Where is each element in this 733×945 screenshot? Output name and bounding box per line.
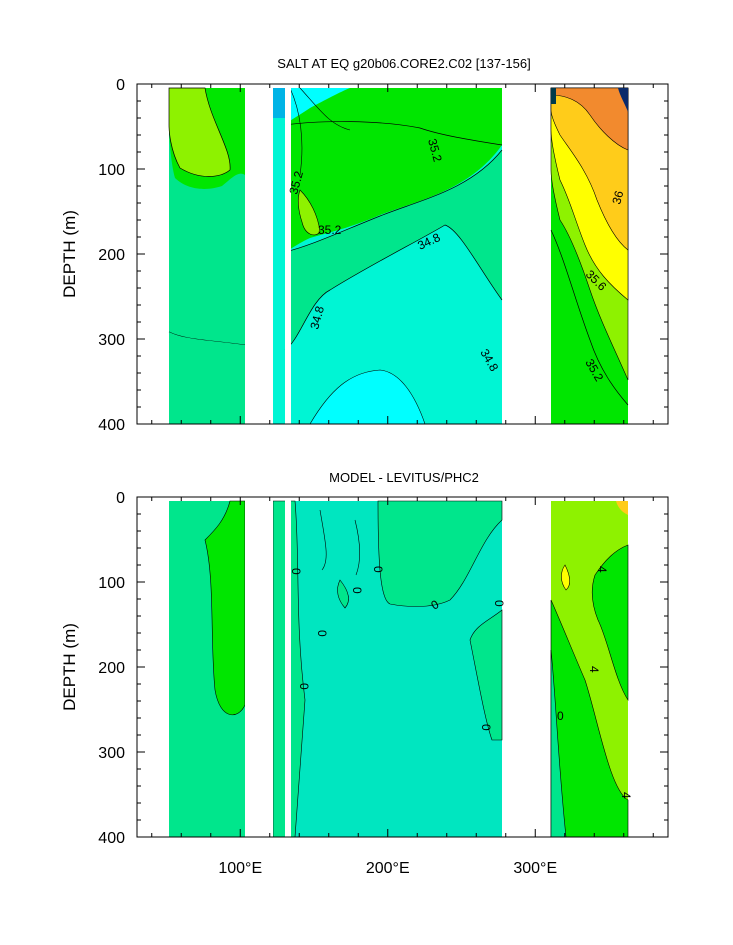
contour-label: 0 (557, 709, 564, 723)
gap-indonesia (252, 497, 273, 837)
contour-label: 0 (492, 600, 506, 607)
gap-west (245, 84, 252, 424)
salt-panel: SALT AT EQ g20b06.CORE2.C02 [137-156] (60, 56, 669, 434)
y-tick-label: 400 (98, 417, 125, 434)
pacific-fresh-pool (285, 88, 350, 125)
west-diff-pos (204, 500, 246, 716)
contour-label: 35.2 (286, 169, 306, 195)
west-region-high (168, 87, 231, 177)
pacific-salty-lens (297, 189, 321, 236)
diff-contour-field (169, 497, 629, 837)
pacific-upper-salty (273, 88, 502, 252)
salt-panel-axes: 0 100 200 300 400 (98, 77, 668, 434)
x-tick-label: 100°E (218, 860, 262, 877)
y-tick-label: 0 (116, 77, 125, 94)
west-region-deep (169, 332, 245, 424)
atlantic-west-edge (551, 88, 556, 104)
x-tick-label: 300°E (513, 860, 557, 877)
pacific-deep-fresh (309, 369, 426, 424)
contour-label: 0 (350, 587, 364, 594)
atlantic-diff-inner (591, 544, 629, 702)
atlantic-east-edge (618, 88, 628, 112)
contour-label: 0 (315, 630, 329, 637)
y-tick-label: 300 (98, 332, 125, 349)
y-tick-label: 200 (98, 247, 125, 264)
y-tick-label: 100 (98, 575, 125, 592)
pacific-contour-2 (284, 149, 503, 253)
diff-panel-ylabel: DEPTH (m) (60, 623, 79, 711)
pacific-mid-band (285, 150, 502, 350)
pacific-diff-line (354, 519, 360, 576)
gap-west (245, 497, 252, 837)
contour-label: 35.2 (425, 137, 445, 163)
gap-strip (285, 497, 291, 837)
pacific-contour-5 (299, 87, 351, 131)
contour-label: 4 (595, 566, 609, 573)
contour-label: 0 (479, 724, 493, 731)
pacific-contour-1 (284, 121, 503, 146)
contour-label: 35.2 (318, 223, 342, 237)
pacific-diff-line (319, 509, 327, 571)
pacific-diff-pos (377, 500, 503, 607)
x-tick-label: 200°E (366, 860, 410, 877)
salt-contour-field (168, 84, 629, 424)
atlantic-diff-salty (561, 564, 570, 591)
pacific-diff-east (469, 609, 503, 741)
diff-panel-title: MODEL - LEVITUS/PHC2 (329, 470, 479, 485)
pacific-contour-4 (289, 87, 303, 176)
y-tick-label: 400 (98, 830, 125, 847)
salt-panel-ylabel: DEPTH (m) (60, 210, 79, 298)
salt-panel-title: SALT AT EQ g20b06.CORE2.C02 [137-156] (277, 56, 530, 71)
y-tick-label: 100 (98, 162, 125, 179)
atlantic-contour-deep (550, 229, 629, 406)
contour-label: 4 (619, 792, 633, 799)
contour-label: 0 (297, 683, 311, 690)
contour-label: 0 (289, 568, 303, 575)
y-tick-label: 300 (98, 745, 125, 762)
contour-label: 4 (587, 666, 601, 673)
atlantic-saltiest (550, 87, 629, 151)
pacific-contour-3 (284, 224, 503, 351)
pacific-diff-blob (337, 579, 349, 609)
y-tick-label: 0 (116, 490, 125, 507)
contour-label: 36 (609, 189, 626, 206)
gap-strip (285, 84, 291, 424)
gap-indonesia (252, 84, 273, 424)
contour-label: 34.8 (307, 304, 327, 330)
contour-label: 0 (371, 566, 385, 573)
diff-panel: MODEL - LEVITUS/PHC2 (60, 470, 669, 877)
atlantic-diff-corner (616, 501, 628, 515)
atlantic-diff-mid (550, 599, 629, 837)
y-tick-label: 200 (98, 660, 125, 677)
